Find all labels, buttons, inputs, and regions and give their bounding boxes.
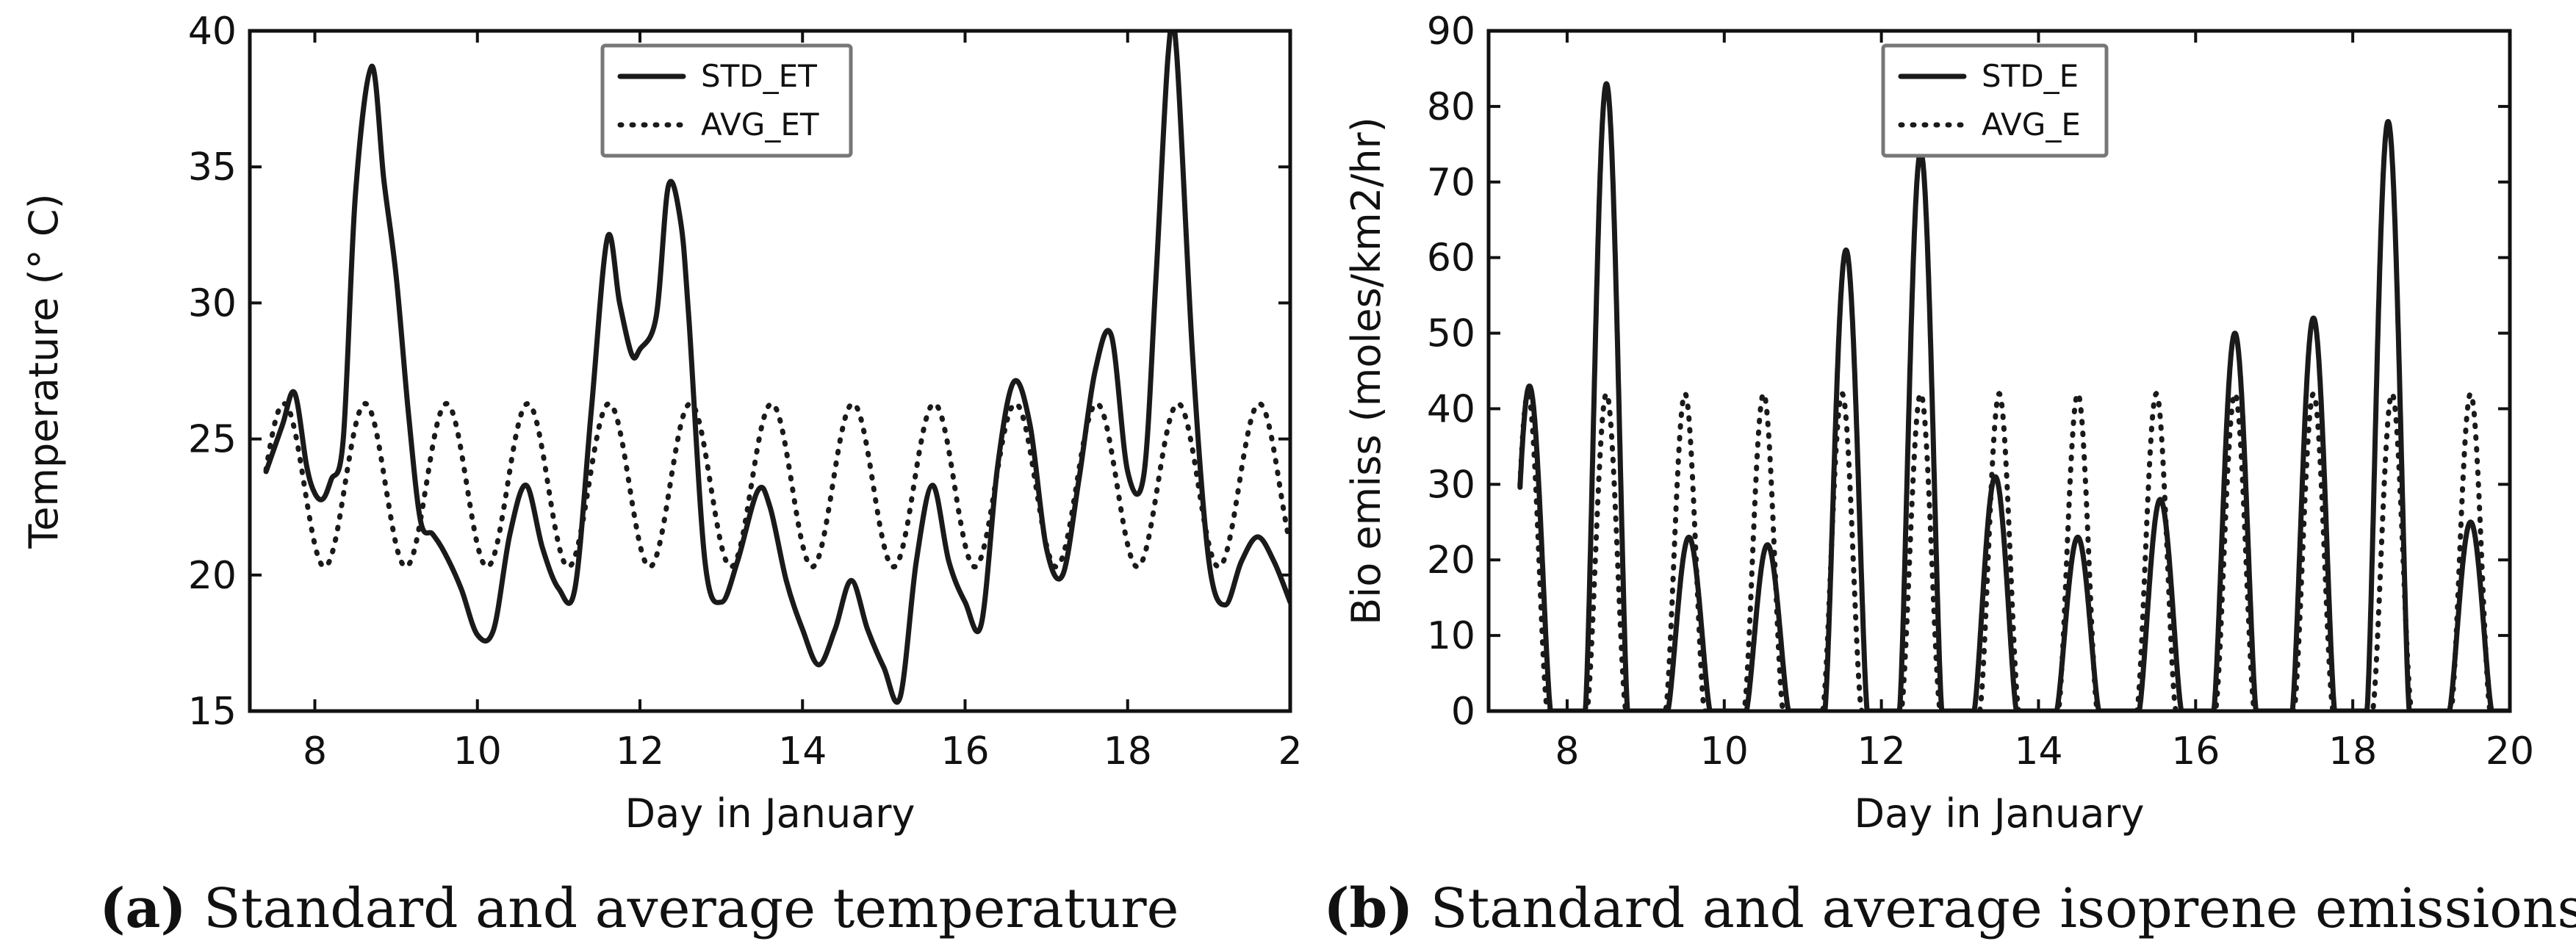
x-tick-label: 10 (453, 729, 502, 774)
panel-a-legend: STD_ET AVG_ET (600, 43, 853, 158)
y-tick-label: 70 (1427, 161, 1475, 205)
panel-b-ticks: 8 10 12 14 16 18 20 0 10 20 30 40 50 60 70 80 90 (1427, 10, 2534, 774)
panel-a-legend-box (600, 43, 853, 158)
panel-b-legend-std-label: STD_E (1982, 58, 2079, 94)
x-tick-label: 16 (2171, 729, 2220, 774)
y-tick-label: 25 (188, 418, 237, 462)
panel-b-legend-avg-label: AVG_E (1982, 107, 2081, 143)
y-tick-label: 20 (1427, 538, 1475, 583)
panel-a-x-axis-label: Day in January (625, 790, 915, 837)
series-std-et-line (263, 31, 1290, 705)
y-tick-label: 10 (1427, 614, 1475, 658)
x-tick-label: 18 (2328, 729, 2377, 774)
panel-b-legend-box (1881, 43, 2109, 158)
x-tick-label: 20 (2486, 729, 2534, 774)
y-tick-label: 0 (1451, 690, 1475, 734)
y-tick-label: 60 (1427, 237, 1475, 281)
panel-b-caption-text: Standard and average isoprene emissions (1413, 877, 2576, 940)
panel-b-x-axis-label: Day in January (1854, 790, 2145, 837)
panel-b-caption: (b) Standard and average isoprene emissi… (1324, 877, 2576, 940)
panel-b-caption-label: (b) (1324, 877, 1414, 940)
panel-a-caption: (a) Standard and average temperature (100, 877, 1179, 940)
panel-a-caption-label: (a) (100, 877, 187, 940)
x-tick-label: 10 (1700, 729, 1749, 774)
y-tick-label: 40 (188, 10, 237, 54)
panel-a-legend-std-label: STD_ET (701, 58, 817, 94)
y-tick-label: 20 (188, 554, 237, 598)
y-tick-label: 30 (188, 281, 237, 325)
y-tick-label: 80 (1427, 85, 1475, 129)
panel-b-emissions-chart: 8 10 12 14 16 18 20 0 10 20 30 40 50 60 70 80 90 Day in … (1324, 10, 2576, 940)
y-tick-label: 35 (188, 145, 237, 190)
panel-a-legend-avg-label: AVG_ET (701, 107, 819, 143)
series-avg-e-line (1517, 390, 2510, 711)
x-tick-label: 8 (303, 729, 327, 774)
y-tick-label: 40 (1427, 387, 1475, 431)
panel-b-y-axis-label: Bio emiss (moles/km2/hr) (1343, 117, 1389, 625)
panel-b-axes-frame (1486, 29, 2512, 713)
panel-a-caption-text: Standard and average temperature (187, 877, 1179, 940)
panel-a-series (263, 31, 1290, 705)
panel-b-legend: STD_E AVG_E (1881, 43, 2109, 158)
x-tick-label: 18 (1104, 729, 1152, 774)
series-std-e-line (1517, 81, 2510, 711)
x-tick-label: 12 (616, 729, 664, 774)
x-tick-label: 8 (1555, 729, 1579, 774)
panel-a-y-axis-label: Temperature (° C) (21, 193, 67, 549)
y-tick-label: 30 (1427, 463, 1475, 507)
x-tick-label: 14 (2014, 729, 2062, 774)
y-tick-label: 50 (1427, 312, 1475, 356)
x-tick-label: 16 (940, 729, 989, 774)
y-tick-label: 90 (1427, 10, 1475, 54)
y-tick-label: 15 (188, 690, 237, 734)
panel-a-ticks: 8 10 12 14 16 18 2 15 20 25 30 35 40 (188, 10, 1303, 774)
panel-b-series (1517, 81, 2510, 711)
x-tick-label: 14 (778, 729, 827, 774)
panel-a-axes-frame (248, 29, 1292, 713)
series-avg-et-line (263, 400, 1290, 570)
x-tick-label: 12 (1857, 729, 1906, 774)
x-tick-label: 2 (1278, 729, 1302, 774)
